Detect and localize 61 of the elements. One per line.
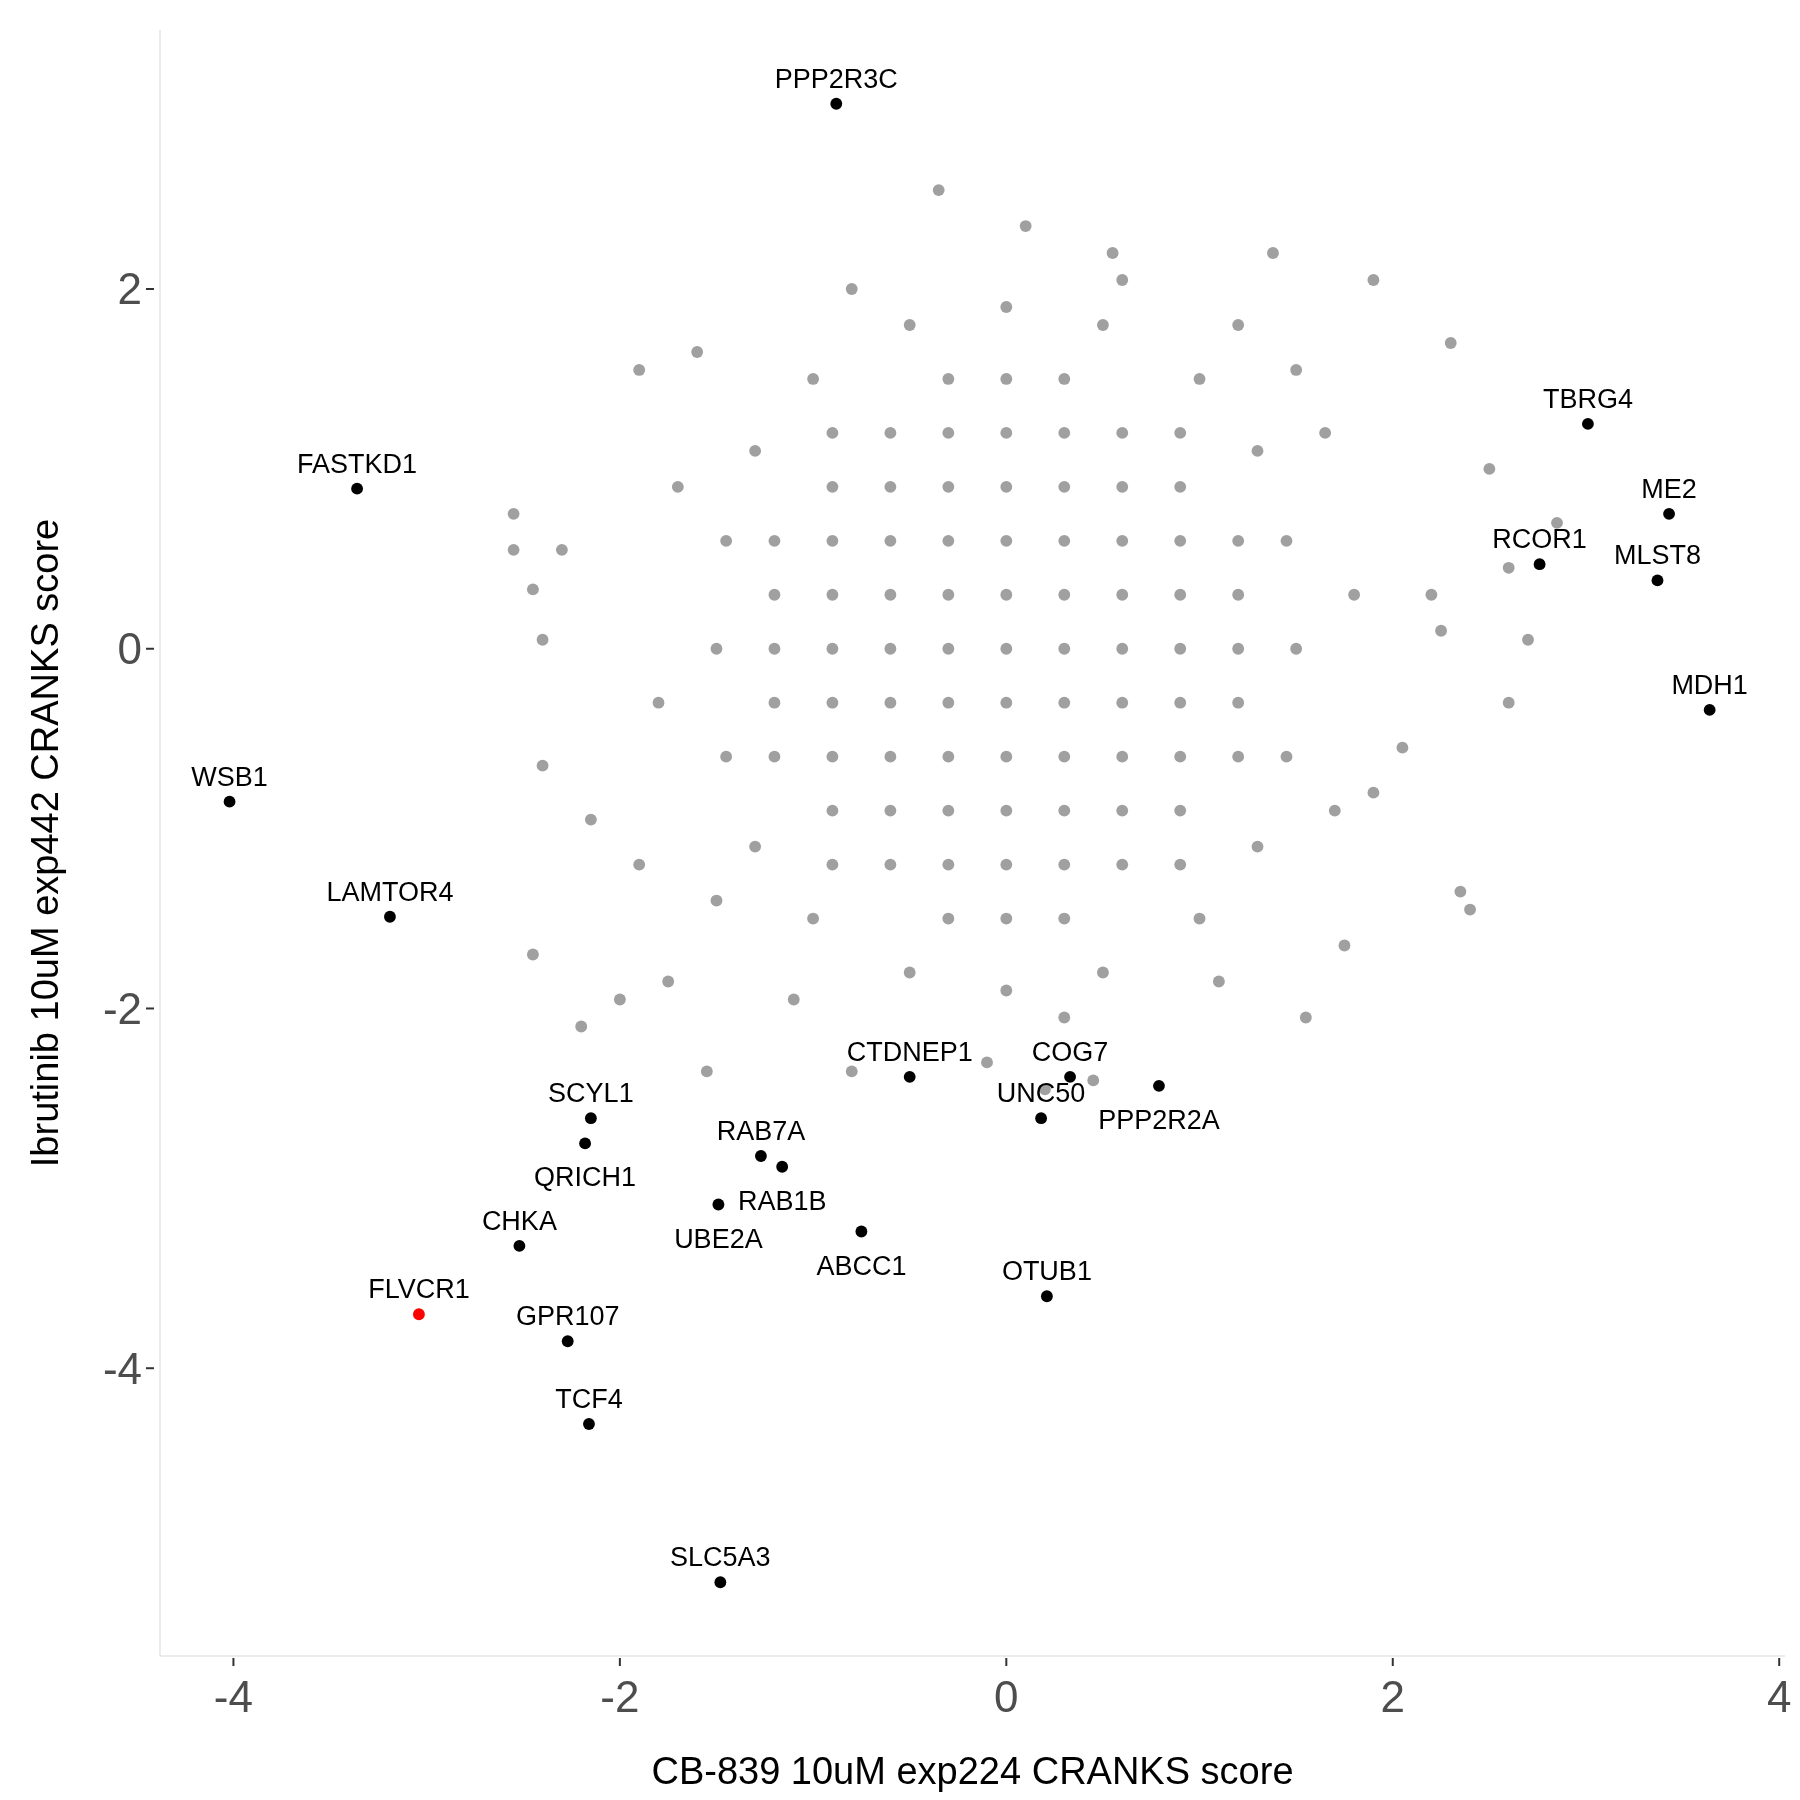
- annotation: LAMTOR4: [326, 876, 454, 907]
- annotation: QRICH1: [534, 1162, 637, 1193]
- point: [830, 97, 843, 110]
- point: [223, 795, 236, 808]
- annotation: TBRG4: [1542, 383, 1633, 414]
- annotation: FASTKD1: [297, 448, 418, 479]
- annotation: SCYL1: [548, 1078, 634, 1109]
- point: [1533, 558, 1546, 571]
- x-tick-label: 0: [994, 1672, 1019, 1721]
- annotation: CHKA: [481, 1205, 557, 1236]
- point: [855, 1225, 868, 1238]
- x-axis-title: CB-839 10uM exp224 CRANKS score: [651, 1750, 1294, 1792]
- annotation: RCOR1: [1492, 524, 1587, 555]
- point: [413, 1308, 425, 1321]
- point: [1582, 418, 1594, 430]
- x-tick-label: 4: [1766, 1672, 1792, 1721]
- annotation: SLC5A3: [670, 1542, 771, 1573]
- x-tick-label: 2: [1380, 1672, 1405, 1721]
- annotation: ME2: [1641, 473, 1697, 504]
- point: [712, 1198, 725, 1211]
- point: [1040, 1290, 1053, 1303]
- annotation: COG7: [1031, 1036, 1109, 1067]
- annotation: PPP2R2A: [1098, 1104, 1220, 1135]
- annotation: ABCC1: [816, 1250, 907, 1281]
- point: [583, 1418, 595, 1430]
- annotation: UBE2A: [674, 1223, 763, 1254]
- y-tick-label: -4: [102, 1343, 142, 1393]
- point: [384, 910, 396, 923]
- annotation: PPP2R3C: [774, 63, 898, 94]
- annotation: GPR107: [515, 1301, 620, 1332]
- annotation: MLST8: [1613, 540, 1701, 571]
- point: [579, 1137, 592, 1150]
- point: [351, 482, 363, 495]
- point: [561, 1335, 574, 1348]
- annotation: OTUB1: [1001, 1256, 1092, 1287]
- point: [776, 1160, 789, 1173]
- annotation: UNC50: [996, 1078, 1086, 1109]
- point: [1064, 1070, 1076, 1083]
- point: [1651, 574, 1664, 587]
- point: [1035, 1112, 1048, 1125]
- annotation: TCF4: [555, 1383, 623, 1414]
- annotation: RAB7A: [716, 1115, 806, 1146]
- point: [513, 1240, 526, 1252]
- y-axis-title: Ibrutinib 10uM exp442 CRANKS score: [24, 518, 66, 1168]
- annotation: MDH1: [1671, 669, 1748, 700]
- point: [584, 1112, 597, 1125]
- point: [714, 1576, 727, 1589]
- point: [1153, 1079, 1165, 1092]
- y-tick-label: -2: [102, 983, 142, 1033]
- x-tick-label: -2: [600, 1672, 640, 1721]
- annotation: CTDNEP1: [846, 1036, 973, 1067]
- point: [1663, 507, 1675, 520]
- point: [1703, 703, 1716, 716]
- y-tick-label: 2: [117, 264, 142, 314]
- point: [903, 1070, 916, 1083]
- y-tick-label: 0: [117, 624, 142, 674]
- point: [755, 1150, 767, 1162]
- annotation: WSB1: [191, 761, 268, 792]
- x-tick-label: -4: [213, 1672, 253, 1721]
- annotation: FLVCR1: [368, 1274, 470, 1305]
- annotation: RAB1B: [737, 1185, 827, 1216]
